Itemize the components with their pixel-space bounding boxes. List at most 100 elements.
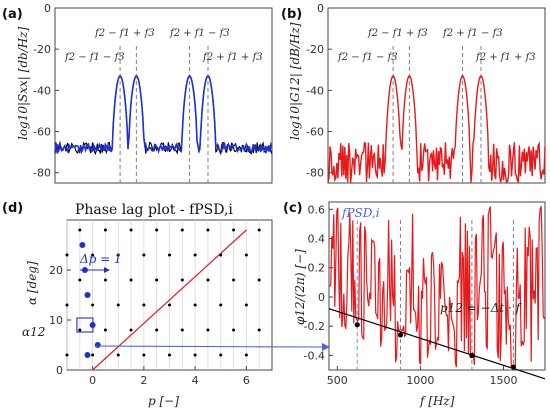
panel-c-red-series xyxy=(329,206,545,368)
panel-c-letter: (c) xyxy=(283,201,303,216)
panel-b-ytick-label-2: -40 xyxy=(306,84,324,97)
panel-b-frame xyxy=(327,7,546,184)
panel-a-ytick-label-1: -60 xyxy=(33,126,51,139)
panel-d-point-11 xyxy=(155,328,159,332)
panel-a-line-label-3: f2 + f1 − f3 xyxy=(169,28,230,39)
panel-d-point-32 xyxy=(65,253,69,257)
panel-c-ytick-label-0: -0.4 xyxy=(304,349,325,362)
panel-b-letter: (b) xyxy=(281,7,302,22)
panel-d-point-45 xyxy=(206,228,210,232)
panel-c-fit-point-3 xyxy=(510,364,517,370)
panel-b-ytick-label-3: -20 xyxy=(306,43,324,56)
panel-d-black-points xyxy=(65,228,261,357)
panel-c-fit-point-0 xyxy=(354,322,360,328)
panel-c-ticks: 500 1000 1500 -0.4 -0.2 0 0.2 0.4 0.6 xyxy=(304,203,518,387)
panel-d-point-39 xyxy=(244,253,248,257)
panel-b-red-series xyxy=(327,74,546,184)
panel-a-ytick-label-4: 0 xyxy=(44,2,51,15)
panel-b-line-label-4: f2 + f1 + f3 xyxy=(475,52,536,63)
panel-d-point-38 xyxy=(219,253,223,257)
panel-a-line-label-1: f2 − f1 − f3 xyxy=(64,52,125,63)
panel-a-letter: (a) xyxy=(2,7,23,22)
panel-c-fit-point-2 xyxy=(469,352,475,358)
panel-d-delta-label: Δp = 1 xyxy=(79,252,122,266)
panel-b-ytick-label-1: -60 xyxy=(306,126,324,139)
panel-d-point-14 xyxy=(232,328,236,332)
panel-c-ytick-label-1: -0.2 xyxy=(304,320,325,333)
panel-d-title: Phase lag plot - fPSD,i xyxy=(75,202,233,218)
panel-d-xlabel: p [−] xyxy=(148,394,179,408)
panel-b: (b) -80 -60 -40 -20 0 f2 − f1 − f3 f2 − f1 +… xyxy=(281,2,546,184)
panel-a-yticks: -80 -60 -40 -20 0 xyxy=(33,2,59,180)
panel-a-blue-series xyxy=(54,74,273,155)
panel-d-grid xyxy=(66,220,260,370)
panel-d-point-20 xyxy=(168,303,171,307)
panel-d-point-5 xyxy=(193,353,197,357)
panel-d-point-8 xyxy=(78,328,82,332)
panel-d-point-13 xyxy=(206,328,210,332)
panel-a: (a) -80 -60 -40 -20 0 f2 − f1 − f3 f2 − f1 +… xyxy=(2,2,273,184)
connection-arrow xyxy=(95,345,326,348)
panel-d-alpha-label: α12 xyxy=(22,325,45,339)
panel-d-point-6 xyxy=(219,353,223,357)
panel-d-point-19 xyxy=(142,303,146,307)
panel-d: (d) Phase lag plot - fPSD,i 0 2 4 6 0 10 20 Δp… xyxy=(2,201,273,408)
panel-a-ytick-label-2: -40 xyxy=(33,84,51,97)
panel-d-point-10 xyxy=(129,328,133,332)
panel-d-point-18 xyxy=(116,303,120,307)
panel-c-xtick-label-1: 1000 xyxy=(406,374,434,387)
panel-d-point-46 xyxy=(232,228,236,232)
panel-d-point-44 xyxy=(180,228,184,232)
panel-d-ytick-label-2: 20 xyxy=(49,264,63,277)
panel-c-ytick-label-5: 0.6 xyxy=(308,203,326,216)
panel-d-point-15 xyxy=(257,328,261,332)
panel-c-fit-point-1 xyxy=(397,332,404,338)
connection-arrowhead xyxy=(322,343,330,351)
panel-d-point-43 xyxy=(155,228,159,232)
panel-d-point-2 xyxy=(116,353,120,357)
panel-d-point-30 xyxy=(232,278,236,282)
panel-d-point-42 xyxy=(129,228,133,232)
panel-d-point-23 xyxy=(244,303,248,307)
panel-d-ytick-label-1: 10 xyxy=(49,314,63,327)
panel-d-point-21 xyxy=(193,303,197,307)
panel-d-ytick-label-0: 0 xyxy=(56,364,63,377)
panel-d-xtick-label-2: 4 xyxy=(192,374,199,387)
panel-c-fit-points xyxy=(354,322,517,370)
panel-c-xtick-label-2: 1500 xyxy=(489,374,517,387)
panel-d-point-16 xyxy=(65,303,69,307)
panel-d-ticks: 0 2 4 6 0 10 20 xyxy=(49,264,250,387)
panel-d-point-37 xyxy=(193,253,197,257)
panel-c-fpsd-label: fPSD,i xyxy=(341,206,380,220)
panel-d-point-41 xyxy=(103,228,107,232)
panel-d-point-47 xyxy=(257,228,261,232)
panel-d-point-28 xyxy=(180,278,184,282)
panel-b-yticks: -80 -60 -40 -20 0 xyxy=(306,2,332,180)
panel-c-frame xyxy=(328,201,546,371)
panel-d-point-12 xyxy=(180,328,184,332)
panel-d-xtick-label-0: 0 xyxy=(89,374,96,387)
panel-b-line-label-3: f2 + f1 − f3 xyxy=(442,28,503,39)
panel-a-frame xyxy=(54,7,273,184)
panel-c-xlabel: f [Hz] xyxy=(419,394,455,408)
panel-d-xtick-label-3: 6 xyxy=(243,374,250,387)
panel-d-point-22 xyxy=(219,303,223,307)
panel-c: (c) 500 1000 1500 -0.4 -0.2 0 0.2 0.4 0.6 fPSD,i… xyxy=(283,201,546,408)
panel-d-point-1 xyxy=(91,353,95,357)
panel-c-ytick-label-3: 0.2 xyxy=(308,262,326,275)
panel-d-point-29 xyxy=(206,278,210,282)
panel-c-vlines xyxy=(356,220,514,370)
panel-b-ytick-label-0: -80 xyxy=(306,167,324,180)
panel-c-ytick-label-2: 0 xyxy=(318,291,325,304)
panel-d-point-9 xyxy=(103,328,107,332)
panel-c-ylabel: φ12/(2π) [−] xyxy=(293,249,307,325)
panel-d-point-4 xyxy=(168,353,171,357)
panel-d-point-31 xyxy=(257,278,261,282)
panel-d-point-35 xyxy=(142,253,146,257)
panel-d-blue-point-4 xyxy=(94,342,101,348)
panel-d-point-7 xyxy=(244,353,248,357)
panel-d-point-36 xyxy=(168,253,171,257)
panel-a-line-label-2: f2 − f1 + f3 xyxy=(94,28,155,39)
panel-d-ylabel: α [deg] xyxy=(25,261,39,305)
